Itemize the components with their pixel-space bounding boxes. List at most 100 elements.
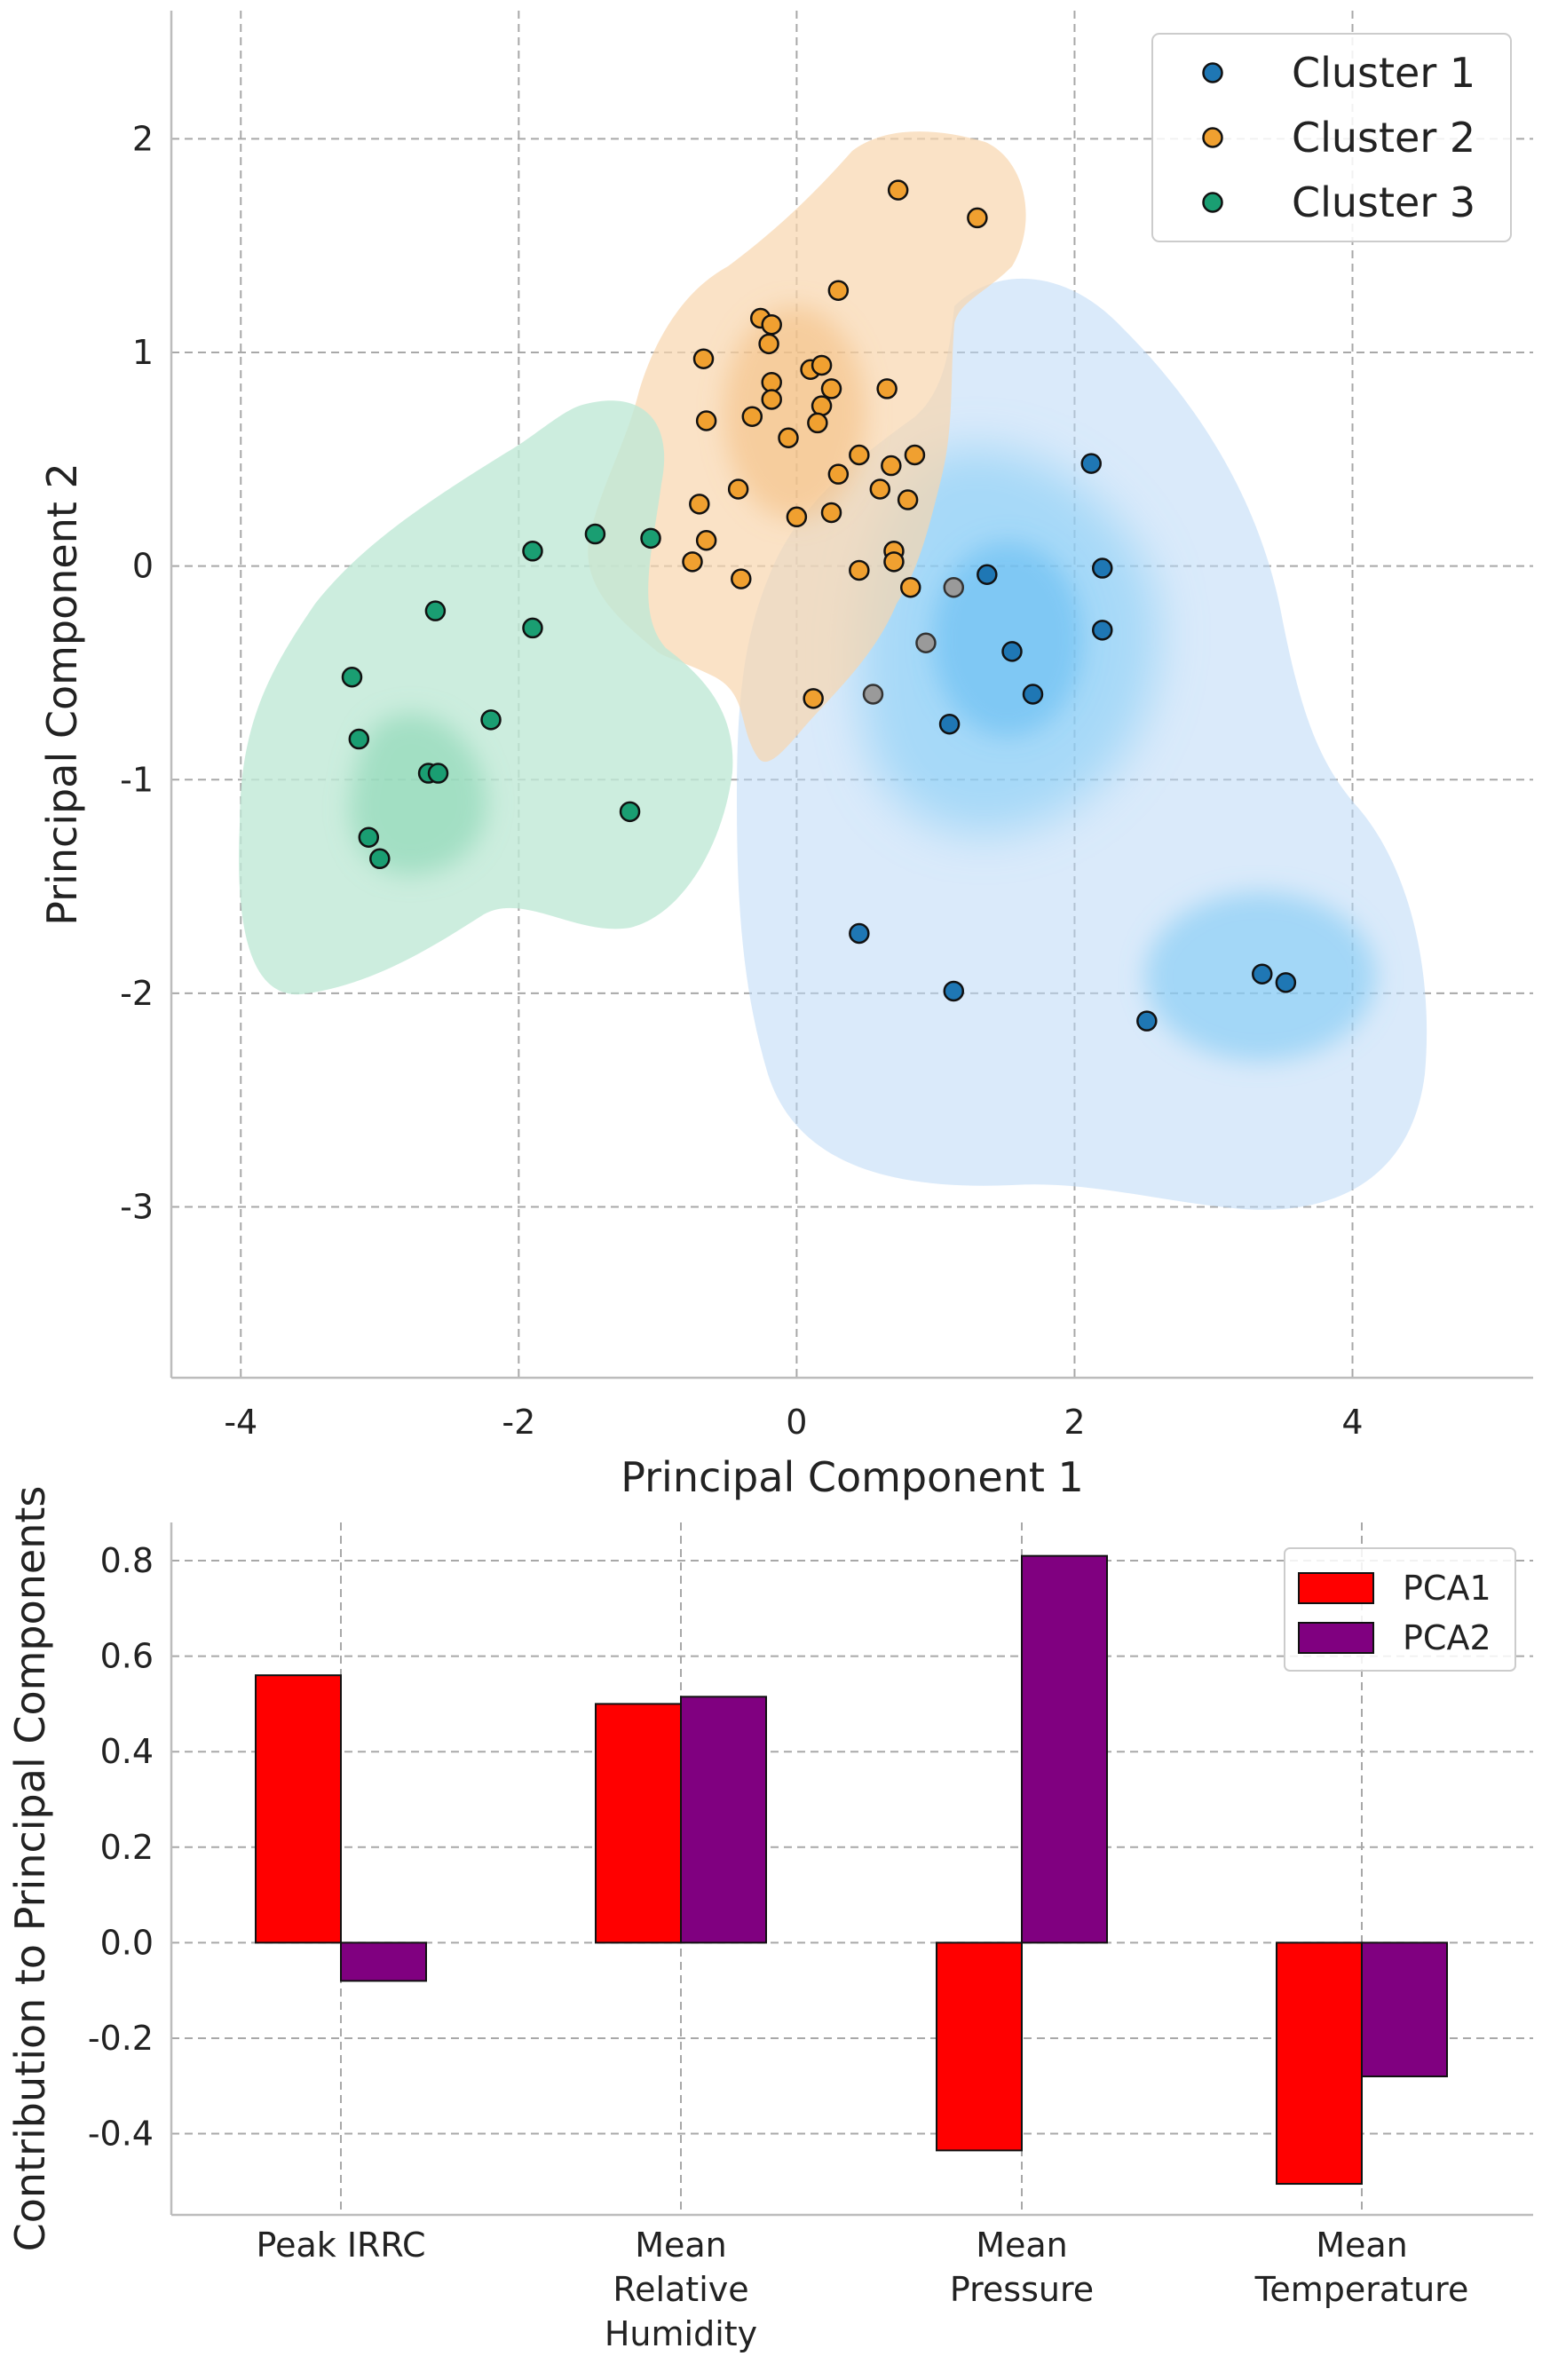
bar-category-labels: Peak IRRC Mean Relative Humidity Mean Pressur… (257, 2226, 1469, 2353)
scatter-y-tick-label: 2 (132, 119, 154, 158)
scatter-point-cluster-1 (1092, 620, 1113, 641)
scatter-x-tick-label: -2 (502, 1403, 535, 1442)
scatter-point-cluster-3 (424, 600, 447, 621)
bar-legend-label-pca2: PCA2 (1403, 1618, 1491, 1657)
scatter-x-tick-labels: -4 -2 0 2 4 (224, 1403, 1363, 1442)
bar-legend-label-pca1: PCA1 (1403, 1569, 1491, 1608)
scatter-point-cluster-2 (849, 444, 870, 466)
bar-y-tick-label: -0.4 (88, 2115, 154, 2154)
scatter-x-tick-label: -4 (224, 1403, 257, 1442)
scatter-point-cluster-2 (786, 506, 808, 528)
density-cluster-3-inner (350, 713, 487, 875)
scatter-point-cluster-2 (869, 478, 891, 500)
scatter-legend-box (1151, 33, 1512, 242)
scatter-point-cluster-2 (904, 444, 926, 466)
scatter-point-cluster-3 (619, 801, 641, 823)
scatter-point-cluster-2 (967, 207, 988, 229)
bars (255, 1554, 1448, 2186)
bar-pca2-3 (1361, 1941, 1448, 2078)
scatter-points (341, 179, 1297, 1032)
scatter-point-cluster-1 (1136, 1010, 1158, 1032)
scatter-point-cluster-2 (883, 551, 905, 573)
bar-category-label: Pressure (950, 2270, 1094, 2309)
bar-category-label: Temperature (1254, 2270, 1469, 2309)
bar-legend-items: PCA1 PCA2 (1298, 1569, 1491, 1657)
scatter-point-overlap (862, 684, 884, 705)
scatter-point-cluster-2 (761, 389, 782, 410)
bar-y-tick-labels: 0.8 0.6 0.4 0.2 0.0 -0.2 -0.4 (88, 1541, 154, 2154)
scatter-point-cluster-3 (358, 826, 380, 848)
scatter-point-cluster-2 (695, 530, 717, 551)
bar-y-tick-label: 0.2 (100, 1828, 154, 1867)
scatter-point-cluster-3 (584, 523, 606, 545)
bar-pca2-2 (1021, 1554, 1108, 1944)
scatter-point-cluster-2 (778, 427, 799, 448)
scatter-point-cluster-2 (820, 378, 842, 399)
scatter-point-cluster-1 (1001, 641, 1023, 662)
scatter-point-cluster-3 (348, 728, 370, 750)
scatter-point-cluster-2 (761, 313, 782, 336)
scatter-point-cluster-2 (811, 395, 833, 416)
bar-y-tick-label: 0.6 (100, 1637, 154, 1676)
scatter-chart: -4 -2 0 2 4 210-1-2-3 Principal Component 1 … (38, 11, 1533, 1501)
density-cluster-1-core (932, 542, 1083, 737)
scatter-point-cluster-1 (849, 922, 870, 945)
scatter-point-cluster-2 (741, 406, 763, 427)
scatter-point-cluster-2 (876, 378, 898, 399)
scatter-point-cluster-3 (480, 709, 502, 731)
scatter-legend-marker-3 (1202, 192, 1223, 213)
scatter-point-cluster-2 (692, 348, 715, 369)
scatter-point-cluster-3 (522, 541, 543, 562)
scatter-legend-label-2: Cluster 2 (1292, 114, 1475, 162)
scatter-point-cluster-1 (1092, 557, 1113, 579)
bar-pca1-1 (595, 1703, 682, 1944)
scatter-legend-label-1: Cluster 1 (1292, 49, 1475, 97)
scatter-point-cluster-2 (803, 688, 824, 709)
scatter-legend-label-3: Cluster 3 (1292, 178, 1475, 226)
scatter-point-cluster-2 (682, 551, 703, 573)
bar-category-label: Peak IRRC (257, 2226, 426, 2265)
scatter-point-cluster-2 (820, 502, 842, 524)
scatter-y-axis-label: Principal Component 2 (38, 463, 86, 926)
bar-category-label: Humidity (605, 2314, 757, 2353)
bar-y-tick-label: 0.8 (100, 1541, 154, 1580)
scatter-point-cluster-3 (369, 848, 391, 870)
scatter-point-cluster-2 (731, 568, 752, 589)
bar-y-tick-label: 0.4 (100, 1732, 154, 1771)
density-cluster-3 (239, 400, 733, 995)
bar-legend-swatch-pca2 (1298, 1622, 1374, 1654)
bar-pca2-1 (680, 1696, 767, 1944)
scatter-point-overlap (915, 632, 937, 653)
scatter-point-cluster-3 (640, 527, 661, 550)
scatter-point-cluster-1 (1252, 963, 1273, 984)
scatter-x-axis-label: Principal Component 1 (621, 1453, 1084, 1501)
scatter-point-cluster-2 (899, 576, 921, 598)
scatter-y-tick-label: -1 (120, 760, 154, 799)
scatter-point-cluster-2 (811, 354, 833, 376)
bar-pca1-2 (936, 1941, 1023, 2152)
bar-legend: PCA1 PCA2 (1284, 1547, 1516, 1672)
scatter-y-tick-label: -3 (120, 1188, 154, 1227)
bar-category-label: Relative (613, 2270, 748, 2309)
bar-y-axis-label: Contribution to Principal Components (6, 1486, 54, 2252)
scatter-legend-marker-2 (1202, 127, 1223, 148)
scatter-y-tick-label: 1 (132, 333, 154, 372)
bar-legend-swatch-pca1 (1298, 1572, 1374, 1604)
scatter-point-cluster-2 (758, 333, 779, 355)
scatter-point-cluster-2 (887, 179, 909, 201)
bar-y-tick-label: -0.2 (88, 2019, 154, 2058)
bar-category-label: Mean (635, 2226, 727, 2265)
bar-category-label: Mean (976, 2226, 1068, 2265)
density-cluster-3-outer (239, 400, 733, 995)
scatter-point-cluster-3 (522, 617, 543, 639)
scatter-point-cluster-1 (1275, 972, 1297, 993)
scatter-point-cluster-3 (341, 667, 363, 688)
scatter-point-cluster-2 (897, 489, 919, 510)
scatter-point-cluster-1 (977, 564, 998, 585)
scatter-y-tick-labels: 2 1 0 -1 -2 -3 (120, 119, 154, 1226)
scatter-point-cluster-2 (689, 494, 710, 515)
scatter-x-tick-label: 0 (786, 1403, 807, 1442)
density-regions (239, 131, 1427, 1210)
scatter-y-tick-label: 0 (132, 547, 154, 586)
scatter-point-cluster-2 (827, 280, 850, 301)
